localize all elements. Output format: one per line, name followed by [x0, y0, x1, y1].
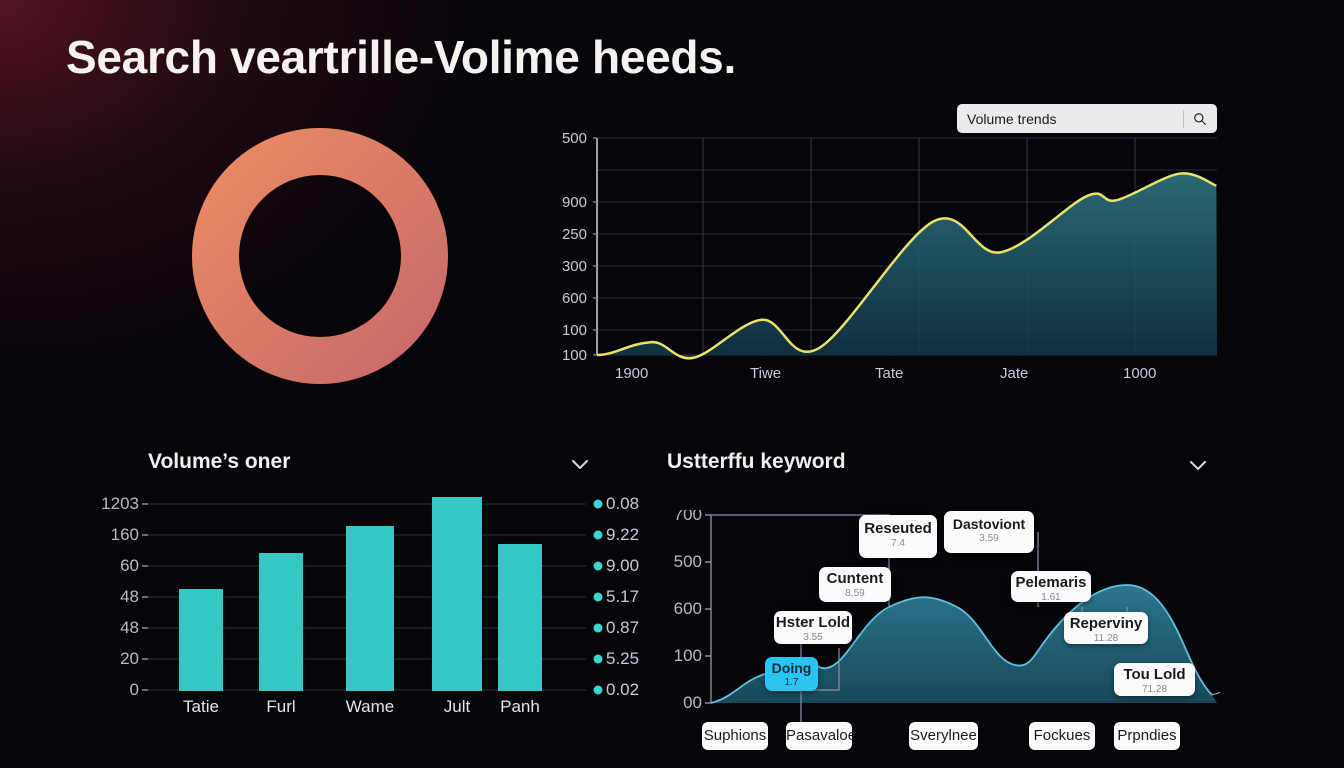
- svg-text:Tatie: Tatie: [183, 697, 219, 716]
- svg-text:100: 100: [674, 646, 702, 665]
- svg-text:300: 300: [562, 258, 587, 275]
- svg-text:Panh: Panh: [500, 697, 540, 716]
- svg-text:00: 00: [683, 693, 702, 712]
- svg-text:Tate: Tate: [875, 365, 903, 380]
- svg-text:0.02: 0.02: [606, 680, 639, 699]
- svg-text:500: 500: [562, 133, 587, 147]
- svg-text:900: 900: [562, 194, 587, 211]
- svg-text:250: 250: [562, 226, 587, 243]
- svg-text:600: 600: [674, 599, 702, 618]
- svg-text:48: 48: [120, 587, 139, 606]
- svg-text:600: 600: [562, 290, 587, 307]
- svg-text:9.22: 9.22: [606, 525, 639, 544]
- svg-text:700: 700: [674, 510, 702, 524]
- svg-text:9.00: 9.00: [606, 556, 639, 575]
- svg-text:Tiwe: Tiwe: [750, 365, 781, 380]
- svg-text:5.17: 5.17: [606, 587, 639, 606]
- svg-text:100: 100: [562, 347, 587, 364]
- svg-text:1000: 1000: [1123, 365, 1156, 380]
- svg-text:60: 60: [120, 556, 139, 575]
- svg-text:500: 500: [674, 552, 702, 571]
- svg-text:Jult: Jult: [444, 697, 471, 716]
- svg-text:0.87: 0.87: [606, 618, 639, 637]
- svg-text:100: 100: [562, 322, 587, 339]
- svg-text:1203: 1203: [101, 494, 139, 513]
- svg-text:0.08: 0.08: [606, 494, 639, 513]
- svg-text:5.25: 5.25: [606, 649, 639, 668]
- svg-text:160: 160: [111, 525, 139, 544]
- svg-text:48: 48: [120, 618, 139, 637]
- svg-text:Wame: Wame: [346, 697, 395, 716]
- svg-text:Jate: Jate: [1000, 365, 1028, 380]
- svg-text:1900: 1900: [615, 365, 648, 380]
- svg-text:Furl: Furl: [266, 697, 295, 716]
- svg-text:0: 0: [130, 680, 139, 699]
- svg-text:20: 20: [120, 649, 139, 668]
